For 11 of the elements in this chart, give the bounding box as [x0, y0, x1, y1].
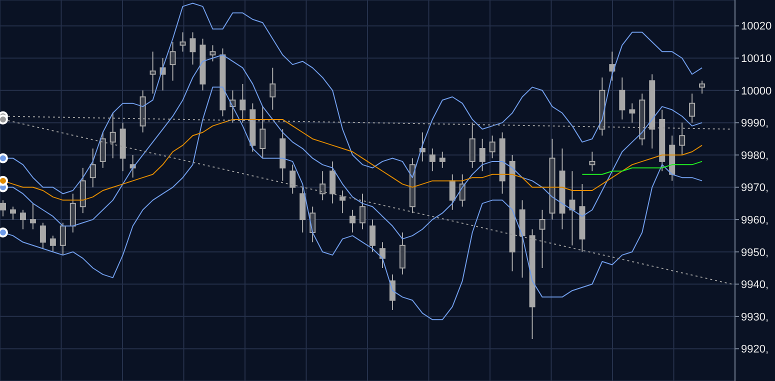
- y-tick-label: 9930,: [741, 311, 769, 324]
- y-tick-label: 9920,: [741, 344, 769, 356]
- y-tick-label: 9970,: [741, 182, 769, 194]
- y-tick-label: 9950,: [741, 246, 769, 259]
- y-tick-label: 9990,: [741, 118, 769, 130]
- y-tick-label: 9980,: [741, 150, 769, 162]
- y-tick-label: 10000: [741, 85, 772, 98]
- y-tick-label: 10020: [741, 20, 772, 33]
- y-tick-label: 9960,: [741, 214, 769, 226]
- y-tick-label: 9940,: [741, 279, 769, 292]
- y-tick-label: 10010: [741, 53, 772, 66]
